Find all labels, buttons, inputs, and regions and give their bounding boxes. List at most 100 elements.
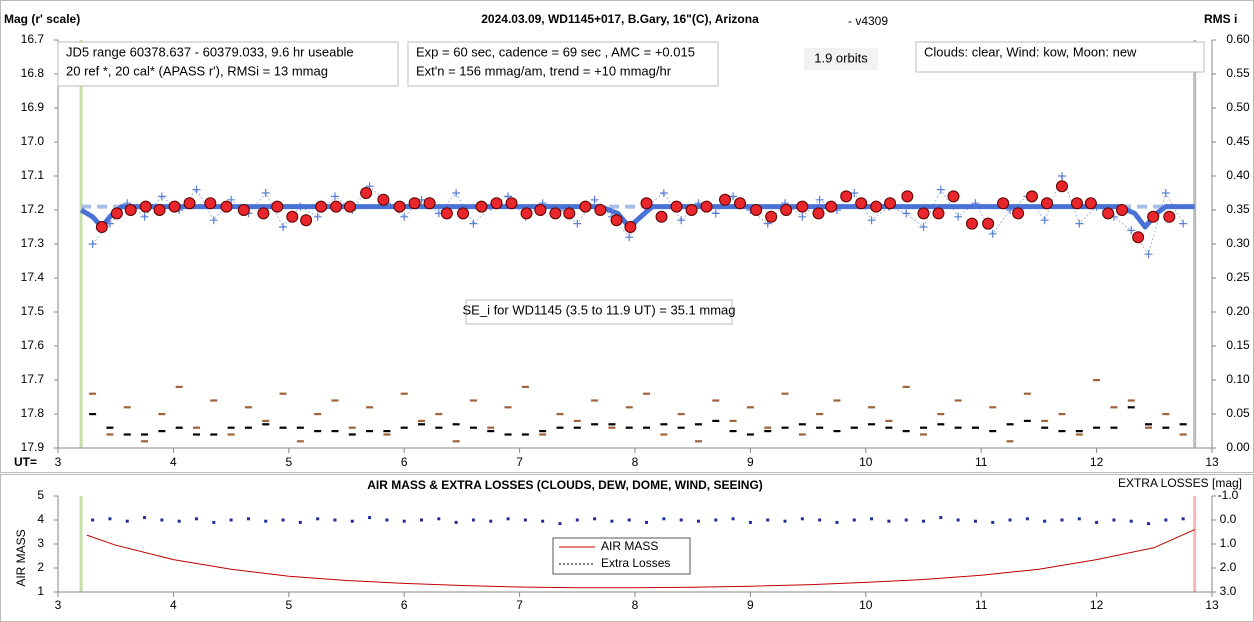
- rms-point: [764, 430, 772, 433]
- data-point: [1161, 189, 1170, 197]
- rms-point: [902, 385, 910, 388]
- y-tick-label: 2: [37, 560, 44, 574]
- data-point: [313, 212, 322, 221]
- data-point: [505, 197, 518, 210]
- x-tick-label: 11: [975, 598, 988, 612]
- x-tick-label: 3: [55, 455, 62, 469]
- data-point: [279, 223, 288, 231]
- data-point: [300, 214, 313, 227]
- data-point: [700, 200, 713, 213]
- rms-point: [608, 423, 616, 426]
- data-point: [719, 193, 732, 206]
- annotation-text: SE_i for WD1145 (3.5 to 11.9 UT) = 35.1 …: [463, 302, 736, 317]
- rms-point: [868, 423, 876, 426]
- legend-label: Extra Losses: [601, 556, 670, 570]
- data-point: [227, 195, 236, 204]
- rms-point: [1093, 426, 1101, 429]
- y2-tick-label: 0.60: [1226, 32, 1250, 46]
- loss-point: [800, 517, 804, 521]
- x-axis-label: UT=: [14, 455, 37, 469]
- y-tick-label: 4: [37, 512, 44, 526]
- data-point: [590, 195, 599, 204]
- y2-tick-label: 0.25: [1226, 270, 1250, 284]
- y-tick-label: 17.3: [21, 236, 45, 250]
- rms-point: [175, 385, 183, 388]
- rms-point: [539, 430, 547, 433]
- data-point: [624, 221, 637, 233]
- rms-point: [106, 433, 114, 436]
- y2-tick-label: 2.0: [1220, 560, 1237, 574]
- y2-tick-label: 0.45: [1226, 134, 1250, 148]
- x-tick-label: 12: [1090, 455, 1104, 469]
- loss-point: [748, 520, 752, 524]
- data-point: [393, 200, 406, 213]
- rms-point: [279, 426, 287, 429]
- data-point: [209, 216, 218, 225]
- data-point: [855, 197, 868, 210]
- rms-point: [833, 430, 841, 433]
- rms-point: [244, 406, 252, 409]
- annotation-text: 20 ref *, 20 cal* (APASS r'), RMSi = 13 …: [66, 63, 328, 78]
- y-axis-label: AIR MASS: [14, 529, 28, 586]
- data-point: [825, 200, 838, 213]
- data-point: [815, 195, 824, 204]
- loss-point: [818, 518, 822, 522]
- data-point: [1070, 197, 1083, 210]
- rms-point: [279, 392, 287, 395]
- data-point: [1012, 207, 1025, 220]
- loss-point: [679, 518, 683, 522]
- rms-point: [158, 430, 166, 433]
- loss-point: [454, 520, 458, 524]
- rms-point: [729, 430, 737, 433]
- annotation-box: [465, 299, 733, 325]
- rms-point: [920, 426, 927, 429]
- loss-point: [177, 519, 181, 523]
- rms-point: [383, 430, 391, 433]
- data-point: [157, 192, 166, 201]
- rms-point: [902, 430, 910, 433]
- annotation-text: Clouds: clear, Wind: kow, Moon: new: [924, 44, 1137, 59]
- rms-point: [1006, 440, 1014, 443]
- data-point: [204, 197, 217, 210]
- rms-point: [625, 426, 633, 429]
- data-point: [330, 192, 339, 201]
- data-point: [330, 200, 343, 213]
- loss-point: [229, 518, 233, 522]
- rms-point: [331, 430, 339, 433]
- loss-point: [316, 517, 320, 521]
- rms-point: [418, 419, 426, 422]
- data-point: [884, 197, 897, 210]
- data-point: [812, 207, 825, 220]
- x-tick-label: 11: [975, 455, 988, 469]
- rms-point: [192, 426, 200, 429]
- rms-point: [954, 426, 962, 429]
- data-point: [168, 200, 181, 213]
- rms-point: [1127, 399, 1135, 402]
- y2-tick-label: 0.20: [1226, 304, 1250, 318]
- annotation-text: JD5 range 60378.637 - 60379.033, 9.6 hr …: [66, 44, 354, 59]
- loss-point: [558, 522, 562, 526]
- data-point: [1115, 204, 1128, 216]
- data-point: [257, 207, 270, 220]
- data-point: [1179, 219, 1188, 228]
- data-point: [640, 197, 653, 210]
- data-point: [408, 197, 421, 210]
- loss-point: [194, 517, 198, 521]
- data-point: [870, 200, 883, 213]
- y2-tick-label: 0.00: [1226, 440, 1250, 454]
- y2-tick-label: 3.0: [1220, 584, 1237, 598]
- rms-point: [971, 426, 979, 429]
- rms-point: [989, 406, 997, 409]
- data-point: [840, 190, 853, 203]
- y-tick-label: 17.7: [21, 372, 45, 386]
- loss-point: [904, 518, 908, 522]
- data-point: [457, 207, 470, 220]
- data-point: [902, 209, 911, 218]
- rms-point: [937, 423, 945, 426]
- loss-point: [506, 517, 510, 521]
- y2-axis-label: RMS i: [1204, 12, 1237, 26]
- rms-point: [348, 433, 356, 436]
- loss-point: [91, 518, 95, 522]
- y2-tick-label: 0.15: [1226, 338, 1250, 352]
- data-point: [475, 200, 488, 213]
